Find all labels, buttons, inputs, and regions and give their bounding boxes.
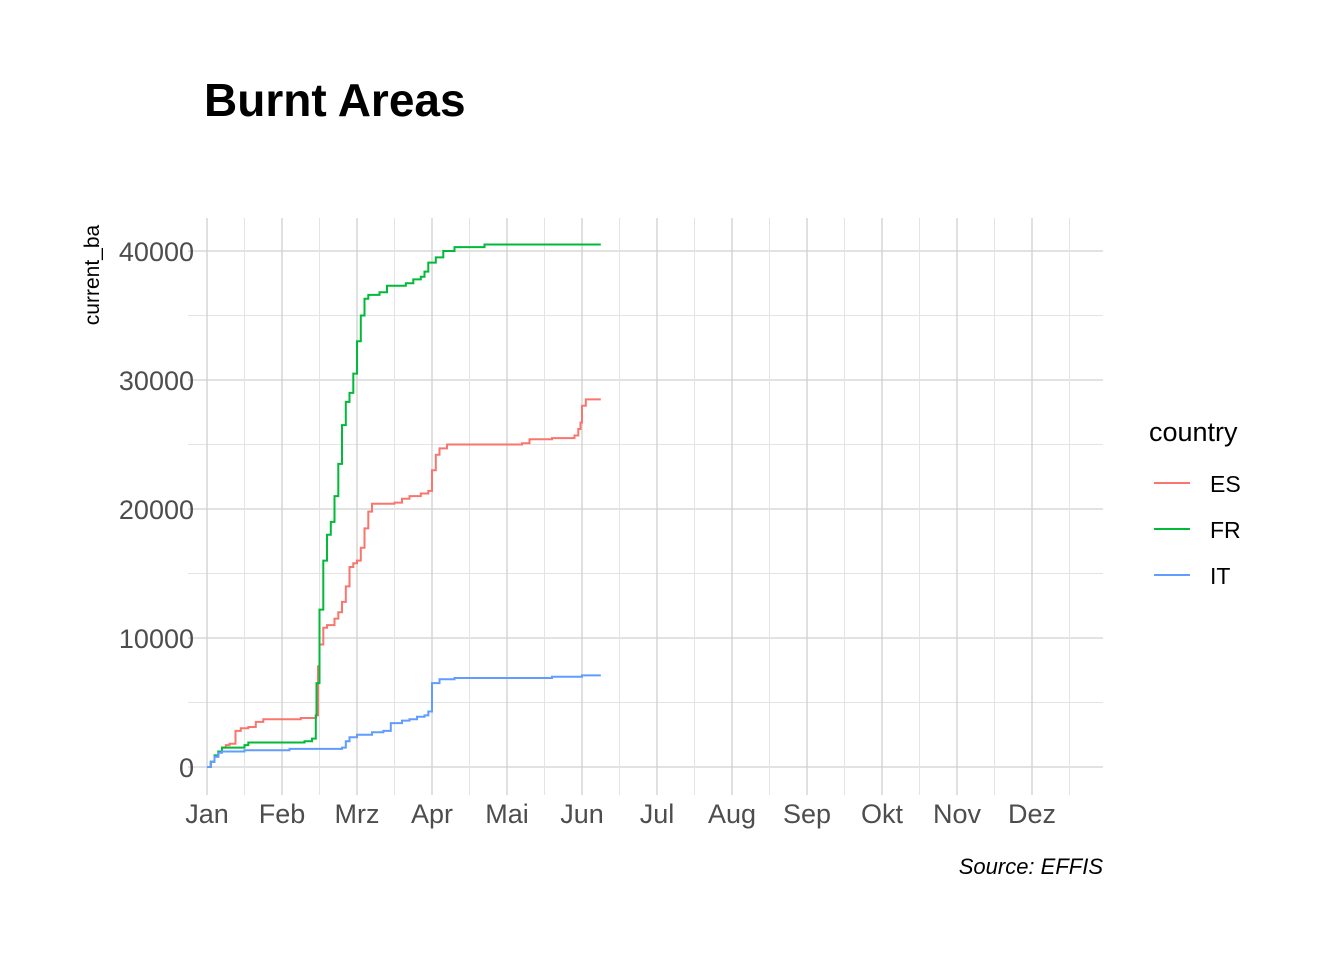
legend-label-it: IT <box>1210 563 1230 589</box>
x-axis-ticks: Jan Feb Mrz Apr Mai Jun Jul Aug Sep Okt Nov Dez <box>185 799 1056 829</box>
series-line-fr <box>207 243 601 768</box>
legend-label-es: ES <box>1210 471 1241 497</box>
x-tick-label: Dez <box>1008 799 1056 829</box>
y-axis-ticks: 0 10000 20000 30000 40000 <box>119 237 194 783</box>
legend-label-fr: FR <box>1210 517 1241 543</box>
y-tick-label: 20000 <box>119 495 194 525</box>
legend-title: country <box>1149 417 1238 447</box>
x-tick-label: Mrz <box>335 799 380 829</box>
series-line-es <box>207 398 601 768</box>
x-tick-label: Feb <box>259 799 306 829</box>
y-tick-label: 0 <box>179 753 194 783</box>
x-tick-label: Aug <box>708 799 756 829</box>
y-axis-title: current_ba <box>81 224 104 325</box>
grid <box>188 218 1103 795</box>
x-tick-label: Jan <box>185 799 229 829</box>
x-tick-label: Mai <box>485 799 529 829</box>
legend: country ES FR IT <box>1149 417 1241 589</box>
y-tick-label: 30000 <box>119 366 194 396</box>
x-tick-label: Apr <box>411 799 453 829</box>
x-tick-label: Okt <box>861 799 904 829</box>
x-tick-label: Jul <box>640 799 675 829</box>
series-line-it <box>207 674 601 768</box>
y-tick-label: 10000 <box>119 624 194 654</box>
x-tick-label: Jun <box>560 799 604 829</box>
y-tick-label: 40000 <box>119 237 194 267</box>
chart-caption: Source: EFFIS <box>959 854 1104 879</box>
x-tick-label: Nov <box>933 799 982 829</box>
plot-lines <box>207 243 601 768</box>
x-tick-label: Sep <box>783 799 831 829</box>
chart-title: Burnt Areas <box>204 74 466 126</box>
